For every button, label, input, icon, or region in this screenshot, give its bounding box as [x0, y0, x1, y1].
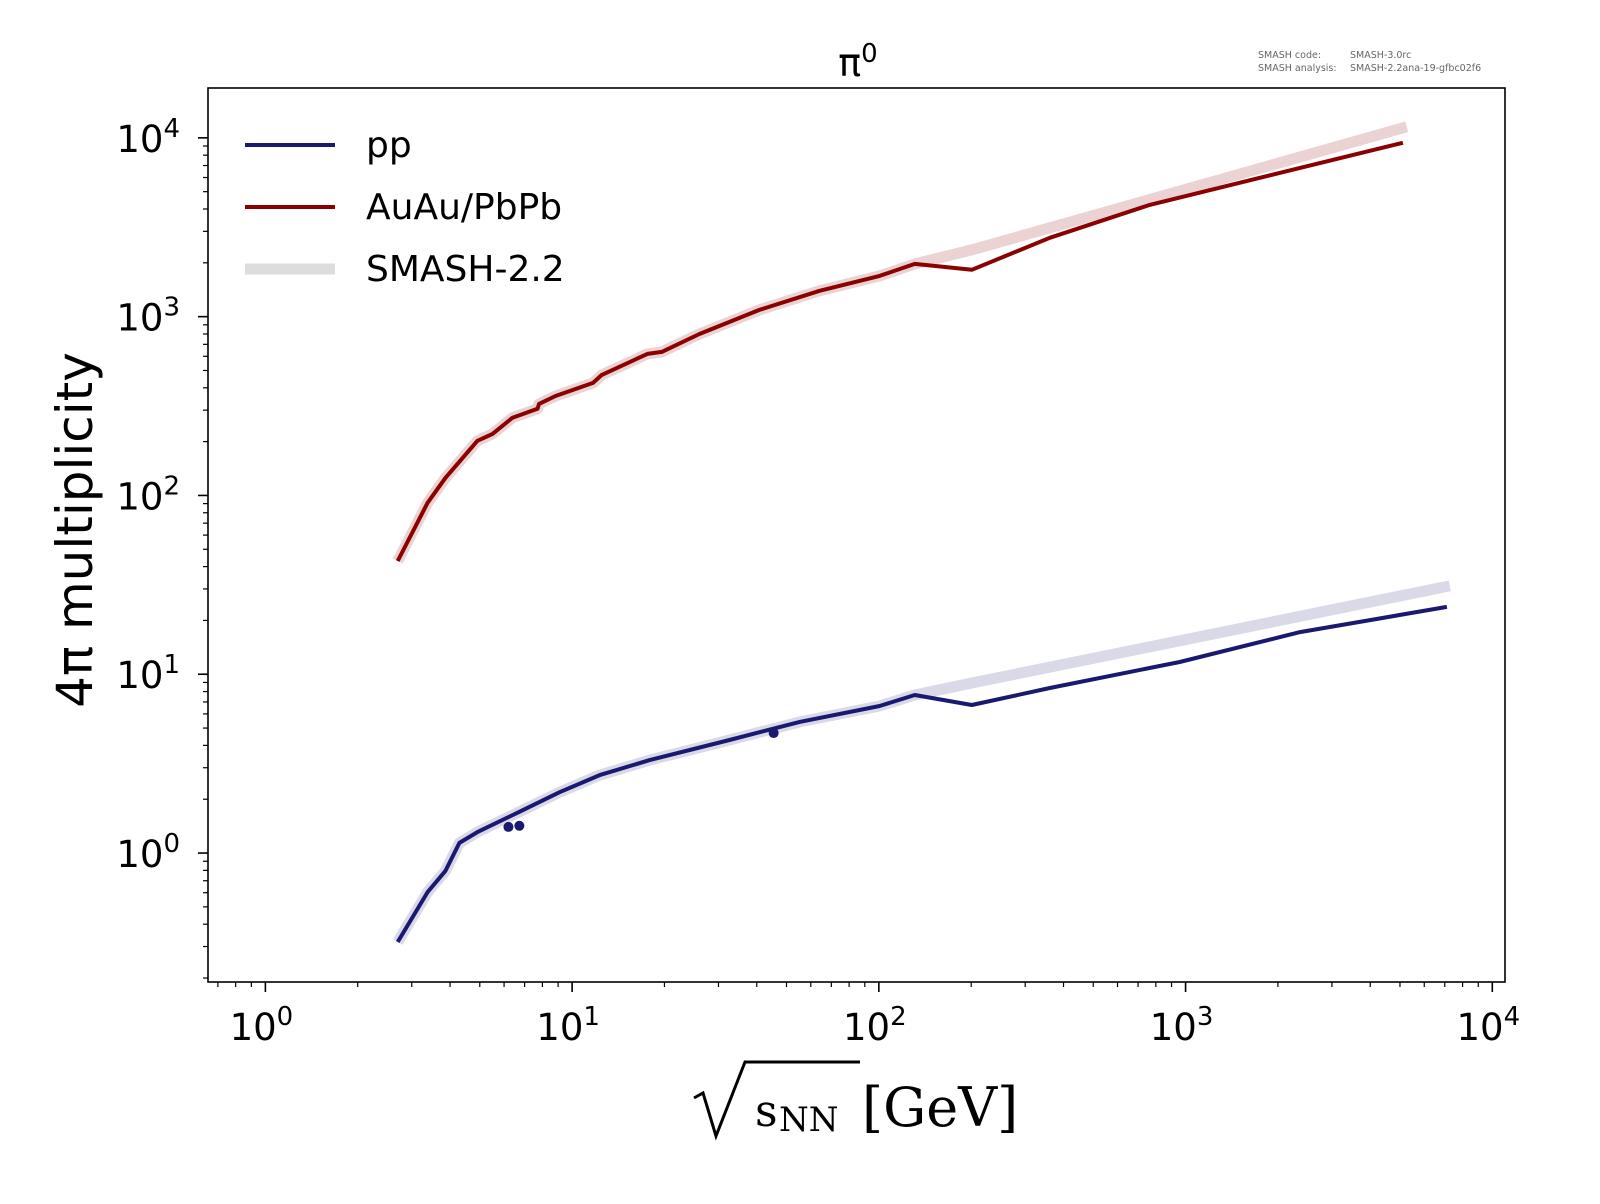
series-line-auau-pbpb — [395, 140, 1404, 562]
watermark-code-value: SMASH-3.0rc — [1350, 50, 1411, 61]
sqrt-symbol — [693, 1060, 860, 1141]
data-point — [514, 820, 525, 831]
data-point — [768, 728, 779, 739]
series-line-pp — [395, 604, 1448, 944]
y-tick-label: 102 — [116, 471, 180, 518]
plot-frame — [207, 87, 1506, 983]
x-tick-label: 100 — [230, 1002, 294, 1049]
y-tick-label: 101 — [116, 650, 180, 697]
y-tick-label: 100 — [116, 829, 180, 876]
x-label-unit: [GeV] — [862, 1076, 1018, 1139]
legend-label: AuAu/PbPb — [366, 187, 562, 228]
legend-label: pp — [366, 125, 412, 166]
data-point — [503, 821, 514, 832]
x-tick-label: 103 — [1150, 1002, 1214, 1049]
series-line-smash-pp — [392, 580, 1451, 945]
y-tick-label: 103 — [116, 293, 180, 340]
x-tick-label: 101 — [536, 1002, 600, 1049]
x-label-s: s — [755, 1086, 778, 1137]
x-axis-label: s NN [GeV] — [693, 1060, 1018, 1141]
watermark: SMASH code: SMASH-3.0rc SMASH analysis: … — [1258, 50, 1481, 74]
legend-label: SMASH-2.2 — [366, 249, 565, 290]
watermark-code-label: SMASH code: — [1258, 50, 1321, 61]
y-axis-label: 4π multiplicity — [46, 352, 104, 708]
watermark-analysis-label: SMASH analysis: — [1258, 63, 1337, 74]
x-tick-label: 102 — [843, 1002, 907, 1049]
x-tick-label: 104 — [1456, 1002, 1520, 1049]
watermark-analysis-value: SMASH-2.2ana-19-gfbc02f6 — [1350, 63, 1481, 74]
legend: pp AuAu/PbPb SMASH-2.2 — [245, 125, 565, 290]
y-tick-label: 104 — [116, 114, 180, 161]
chart-title: π0 — [838, 39, 877, 85]
x-label-subscript: NN — [779, 1100, 839, 1140]
